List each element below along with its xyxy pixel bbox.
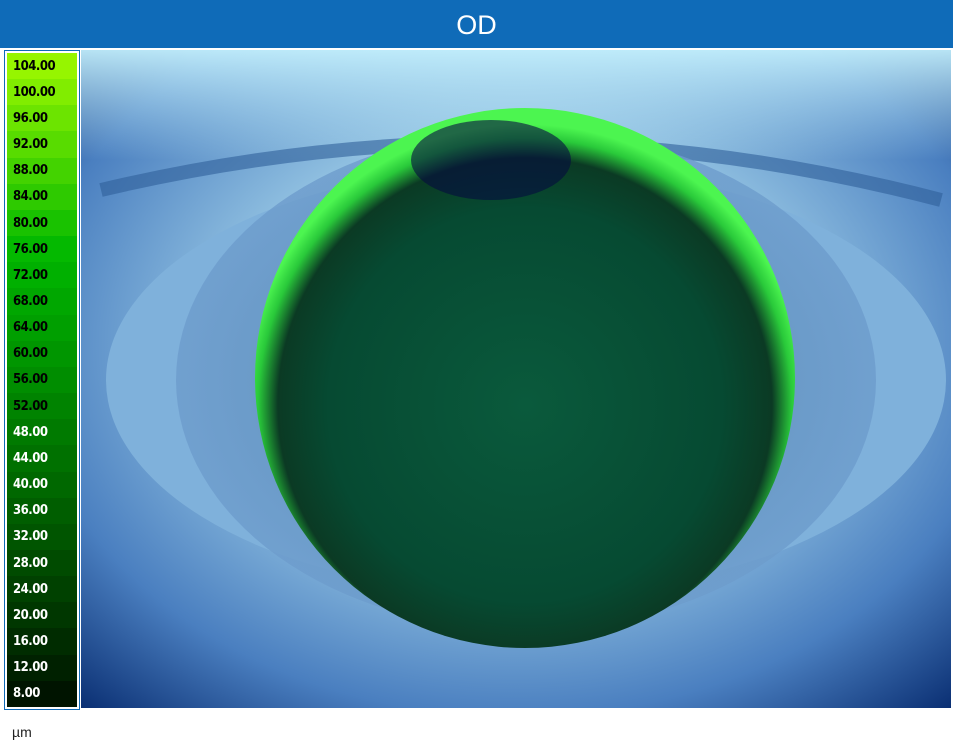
scale-label: 44.00 (7, 445, 77, 472)
scale-label: 16.00 (7, 628, 77, 655)
unit-label: µm (12, 724, 32, 740)
scale-label: 88.00 (7, 157, 77, 184)
scale-label: 64.00 (7, 314, 77, 341)
header-title: OD (0, 0, 953, 48)
scale-label: 72.00 (7, 262, 77, 289)
scale-label: 52.00 (7, 393, 77, 420)
scale-label: 104.00 (7, 53, 77, 80)
scale-label: 68.00 (7, 288, 77, 315)
scale-label: 12.00 (7, 654, 77, 681)
scale-label: 48.00 (7, 419, 77, 446)
scale-label: 100.00 (7, 79, 77, 106)
scale-label: 84.00 (7, 183, 77, 210)
eye-image (81, 50, 951, 708)
scale-label: 76.00 (7, 236, 77, 263)
scale-label: 24.00 (7, 576, 77, 603)
scale-label: 20.00 (7, 602, 77, 629)
scale-label: 56.00 (7, 366, 77, 394)
scale-label: 60.00 (7, 340, 77, 367)
scale-label: 8.00 (7, 680, 77, 707)
color-scale: 104.00 100.00 96.00 92.00 88.00 84.00 80.00 76.… (4, 50, 80, 710)
scale-label: 32.00 (7, 523, 77, 550)
scale-label: 40.00 (7, 471, 77, 498)
scale-label: 92.00 (7, 131, 77, 158)
scale-label: 80.00 (7, 209, 77, 237)
scale-label: 96.00 (7, 105, 77, 132)
scale-label: 28.00 (7, 549, 77, 577)
scale-label: 36.00 (7, 497, 77, 524)
